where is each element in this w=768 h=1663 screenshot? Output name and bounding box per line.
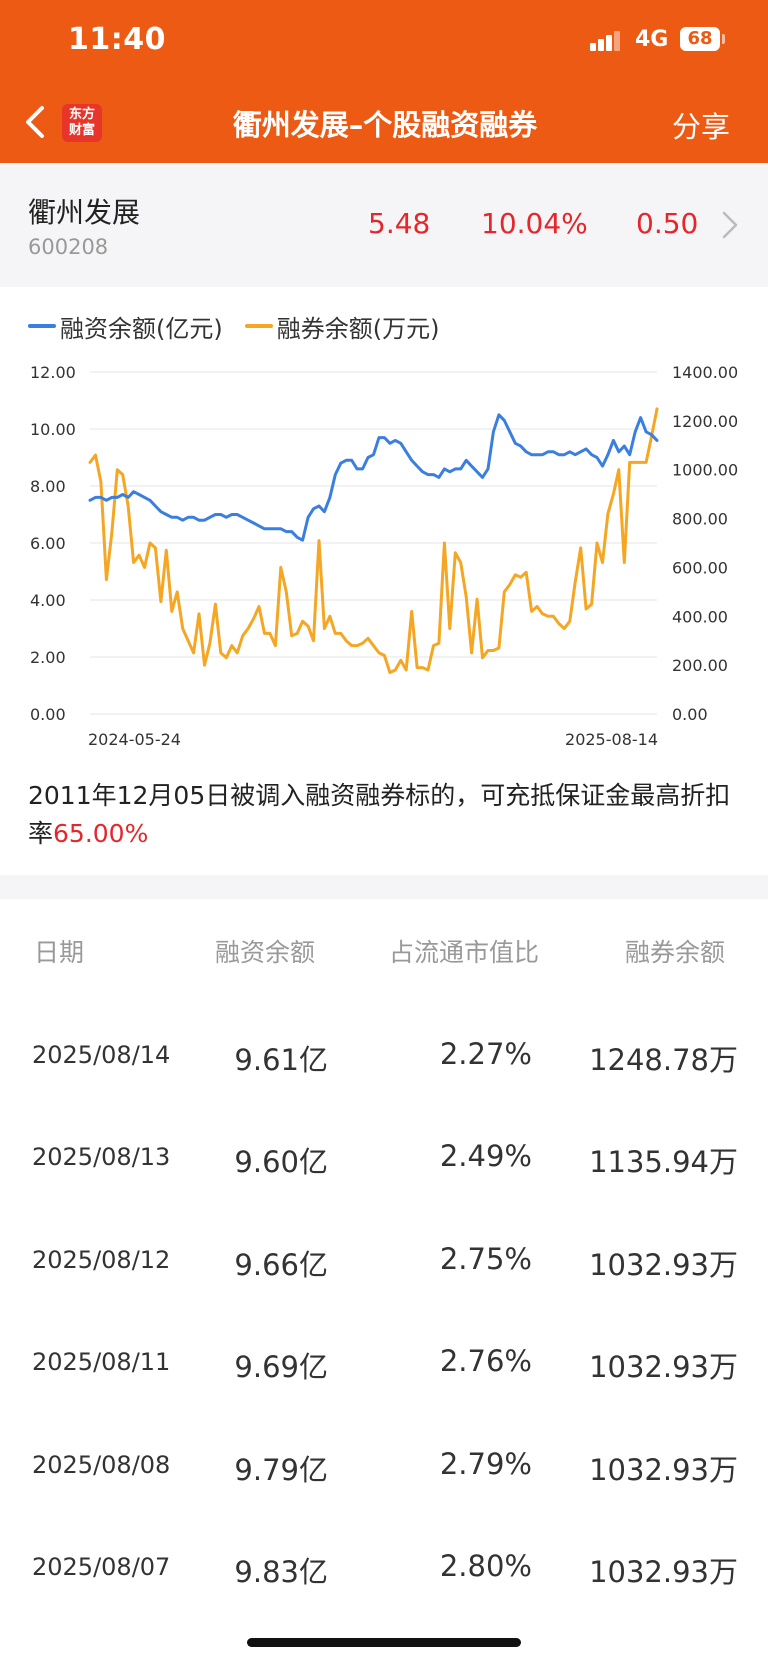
status-time: 11:40 [68, 22, 166, 57]
legend-financing: 融资余额(亿元) [28, 309, 223, 344]
cell-ratio: 2.27% [439, 1037, 532, 1071]
header-securities: 融券余额 [625, 938, 726, 967]
legend-swatch-financing [28, 324, 56, 328]
legend-label-financing: 融资余额(亿元) [60, 314, 223, 343]
y-left-tick-label: 12.00 [30, 363, 76, 382]
legend-label-securities: 融券余额(万元) [276, 314, 440, 343]
cell-date: 2025/08/11 [32, 1348, 171, 1376]
cell-financing: 9.60亿 [234, 1145, 328, 1179]
header-ratio: 占流通市值比 [389, 938, 540, 967]
y-left-tick-label: 8.00 [30, 477, 66, 496]
y-right-tick-label: 1000.00 [672, 461, 738, 480]
stock-code: 600208 [28, 235, 109, 259]
y-right-tick-label: 1400.00 [672, 363, 738, 382]
table-row[interactable]: 2025/08/07 9.83亿 2.80% 1032.93万 [0, 1515, 768, 1617]
stock-header[interactable]: 衢州发展 600208 5.48 10.04% 0.50 [0, 163, 768, 287]
header-date: 日期 [34, 938, 85, 967]
app-header: 11:40 4G 68 东方 财富 衢州发展–个股融资融券 分享 [0, 0, 768, 163]
cell-financing: 9.83亿 [234, 1555, 328, 1589]
y-left-tick-label: 0.00 [30, 705, 66, 724]
nav-bar: 东方 财富 衢州发展–个股融资融券 分享 [0, 84, 768, 163]
y-left-tick-label: 6.00 [30, 534, 66, 553]
cell-securities: 1032.93万 [589, 1555, 738, 1589]
logo-line-1: 东方 [68, 107, 95, 122]
cell-securities: 1032.93万 [589, 1350, 738, 1384]
stock-change: 0.50 [636, 207, 699, 240]
table-row[interactable]: 2025/08/11 9.69亿 2.76% 1032.93万 [0, 1310, 768, 1412]
battery-level: 68 [687, 28, 713, 49]
status-bar: 11:40 4G 68 [0, 0, 768, 84]
share-button[interactable]: 分享 [672, 110, 731, 144]
cell-securities: 1248.78万 [589, 1043, 738, 1077]
page-title: 衢州发展–个股融资融券 [232, 108, 538, 142]
cell-financing: 9.66亿 [234, 1248, 328, 1282]
cell-securities: 1032.93万 [589, 1453, 738, 1487]
home-indicator[interactable] [247, 1638, 521, 1647]
note-highlight: 65.00% [53, 819, 149, 848]
network-type: 4G [635, 27, 669, 52]
battery-icon: 68 [680, 27, 720, 51]
chart-legend: 融资余额(亿元) 融券余额(万元) [28, 308, 461, 344]
battery-tip [722, 34, 725, 44]
y-left-tick-label: 4.00 [30, 591, 66, 610]
cell-ratio: 2.76% [439, 1344, 532, 1378]
cell-securities: 1135.94万 [589, 1145, 738, 1179]
cell-ratio: 2.75% [439, 1242, 532, 1276]
y-left-tick-label: 10.00 [30, 420, 76, 439]
note-text: 2011年12月05日被调入融资融券标的，可充抵保证金最高折扣率 [28, 781, 731, 848]
cell-date: 2025/08/14 [32, 1041, 171, 1069]
cell-ratio: 2.80% [439, 1549, 532, 1583]
back-button[interactable] [22, 102, 52, 142]
cell-ratio: 2.49% [439, 1139, 532, 1173]
legend-securities: 融券余额(万元) [244, 309, 440, 344]
cell-date: 2025/08/13 [32, 1143, 171, 1171]
cell-date: 2025/08/08 [32, 1451, 171, 1479]
table-header: 日期 融资余额 占流通市值比 融券余额 [0, 925, 768, 975]
cell-financing: 9.79亿 [234, 1453, 328, 1487]
cell-ratio: 2.79% [439, 1447, 532, 1481]
margin-chart[interactable]: 12.00 10.00 8.00 6.00 4.00 2.00 0.00 1400.00 120… [0, 350, 768, 750]
cell-securities: 1032.93万 [589, 1248, 738, 1282]
app-logo: 东方 财富 [62, 104, 102, 142]
y-right-tick-label: 200.00 [672, 656, 728, 675]
cell-financing: 9.61亿 [234, 1043, 328, 1077]
series-line-financing [88, 413, 659, 542]
series-line-securities [88, 407, 659, 674]
margin-note: 2011年12月05日被调入融资融券标的，可充抵保证金最高折扣率65.00% [28, 777, 740, 853]
logo-line-2: 财富 [68, 123, 95, 138]
signal-icon [590, 29, 624, 51]
x-tick-label-start: 2024-05-24 [88, 730, 181, 749]
x-tick-label-end: 2025-08-14 [565, 730, 658, 749]
section-divider [0, 875, 768, 899]
cell-date: 2025/08/07 [32, 1553, 171, 1581]
table-row[interactable]: 2025/08/13 9.60亿 2.49% 1135.94万 [0, 1105, 768, 1207]
y-right-tick-label: 400.00 [672, 607, 728, 626]
y-right-tick-label: 1200.00 [672, 412, 738, 431]
cell-financing: 9.69亿 [234, 1350, 328, 1384]
legend-swatch-securities [244, 324, 273, 328]
chevron-left-icon [26, 106, 44, 138]
stock-price: 5.48 [368, 207, 431, 240]
cell-date: 2025/08/12 [32, 1246, 171, 1274]
table-row[interactable]: 2025/08/12 9.66亿 2.75% 1032.93万 [0, 1208, 768, 1310]
y-right-tick-label: 800.00 [672, 510, 728, 529]
chevron-right-icon [722, 211, 738, 239]
y-right-tick-label: 0.00 [672, 705, 708, 724]
table-row[interactable]: 2025/08/08 9.79亿 2.79% 1032.93万 [0, 1413, 768, 1515]
stock-name: 衢州发展 [28, 196, 141, 229]
header-financing: 融资余额 [215, 938, 316, 967]
y-right-tick-label: 600.00 [672, 558, 728, 577]
stock-change-percent: 10.04% [481, 207, 588, 240]
y-left-tick-label: 2.00 [30, 648, 66, 667]
table-row[interactable]: 2025/08/14 9.61亿 2.27% 1248.78万 [0, 1003, 768, 1105]
